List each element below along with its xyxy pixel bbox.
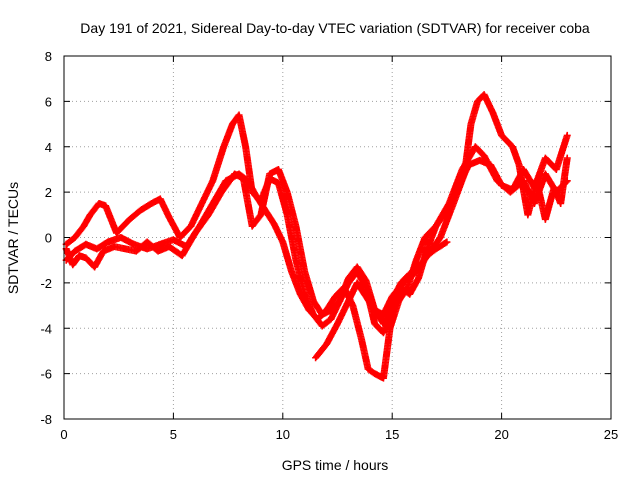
chart-title: Day 191 of 2021, Sidereal Day-to-day VTE… bbox=[80, 20, 590, 36]
x-axis-label: GPS time / hours bbox=[282, 457, 389, 473]
data-series bbox=[62, 91, 571, 382]
data-point bbox=[563, 154, 571, 162]
x-tick-label: 25 bbox=[604, 427, 618, 442]
y-tick-label: 8 bbox=[45, 49, 52, 64]
series-track-4 bbox=[312, 238, 451, 362]
y-tick-label: 0 bbox=[45, 231, 52, 246]
y-tick-label: -6 bbox=[40, 367, 52, 382]
y-tick-label: 2 bbox=[45, 185, 52, 200]
data-point bbox=[563, 131, 571, 139]
y-tick-label: -8 bbox=[40, 412, 52, 427]
y-tick-label: -4 bbox=[40, 321, 52, 336]
data-point bbox=[443, 238, 451, 246]
y-tick-label: -2 bbox=[40, 276, 52, 291]
x-tick-label: 5 bbox=[170, 427, 177, 442]
x-tick-label: 20 bbox=[494, 427, 508, 442]
x-tick-label: 15 bbox=[385, 427, 399, 442]
grid-lines bbox=[64, 56, 611, 419]
y-tick-label: 4 bbox=[45, 140, 52, 155]
x-tick-label: 0 bbox=[60, 427, 67, 442]
y-axis-label: SDTVAR / TECUs bbox=[5, 182, 21, 294]
y-tick-label: 6 bbox=[45, 94, 52, 109]
x-tick-label: 10 bbox=[276, 427, 290, 442]
axis-ticks: 0 5 10 15 20 25 -8 -6 -4 -2 0 2 4 6 8 bbox=[40, 49, 618, 442]
